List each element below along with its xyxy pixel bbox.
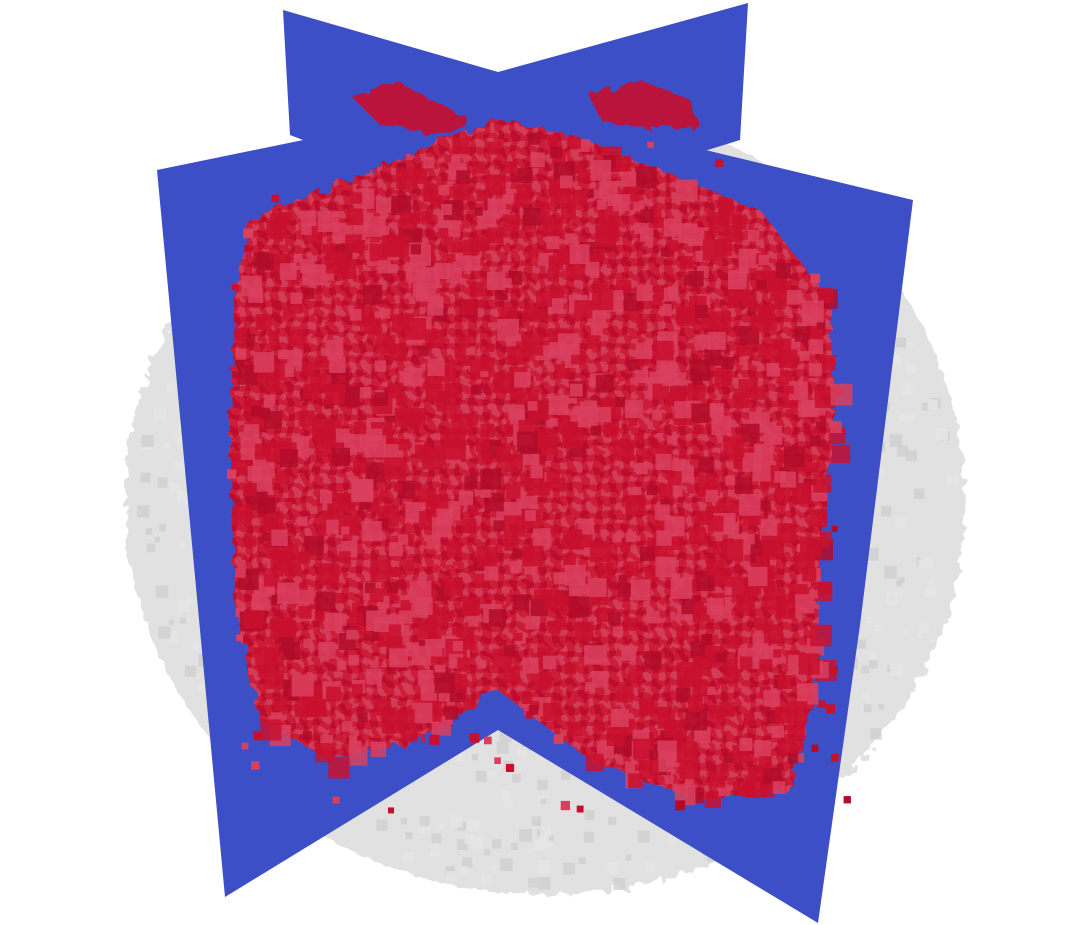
red-voxel-region bbox=[227, 118, 853, 814]
red-voxel-fringe-top bbox=[350, 80, 700, 135]
